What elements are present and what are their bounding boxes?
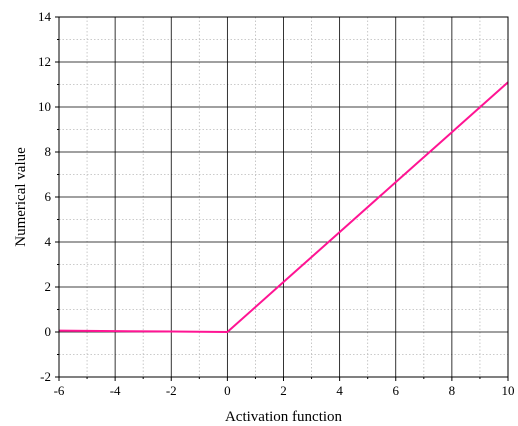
y-tick-label: 6 xyxy=(45,189,52,204)
y-tick-label: 2 xyxy=(45,279,52,294)
x-tick-label: 2 xyxy=(280,383,287,398)
y-tick-label: 10 xyxy=(38,99,51,114)
x-tick-label: -6 xyxy=(54,383,65,398)
y-tick-label: 14 xyxy=(38,9,52,24)
y-tick-label: -2 xyxy=(40,369,51,384)
x-tick-label: -2 xyxy=(166,383,177,398)
x-tick-label: 8 xyxy=(449,383,456,398)
y-axis-title: Numerical value xyxy=(13,147,29,247)
series-line xyxy=(58,81,509,333)
x-tick-label: 6 xyxy=(393,383,400,398)
y-tick-label: 4 xyxy=(45,234,52,249)
x-tick-label: -4 xyxy=(110,383,121,398)
y-tick-label: 8 xyxy=(45,144,52,159)
y-tick-label: 0 xyxy=(45,324,52,339)
y-tick-labels: -2 0 2 4 6 8 10 12 14 xyxy=(38,9,52,384)
x-tick-label: 4 xyxy=(336,383,343,398)
plot-lines xyxy=(58,81,509,333)
x-axis-title: Activation function xyxy=(225,409,343,425)
x-tick-labels: -6 -4 -2 0 2 4 6 8 10 xyxy=(54,383,515,398)
axis-ticks xyxy=(55,16,509,381)
x-tick-label: 10 xyxy=(502,383,515,398)
y-tick-label: 12 xyxy=(38,54,51,69)
major-gridlines xyxy=(58,16,509,378)
x-tick-label: 0 xyxy=(224,383,231,398)
